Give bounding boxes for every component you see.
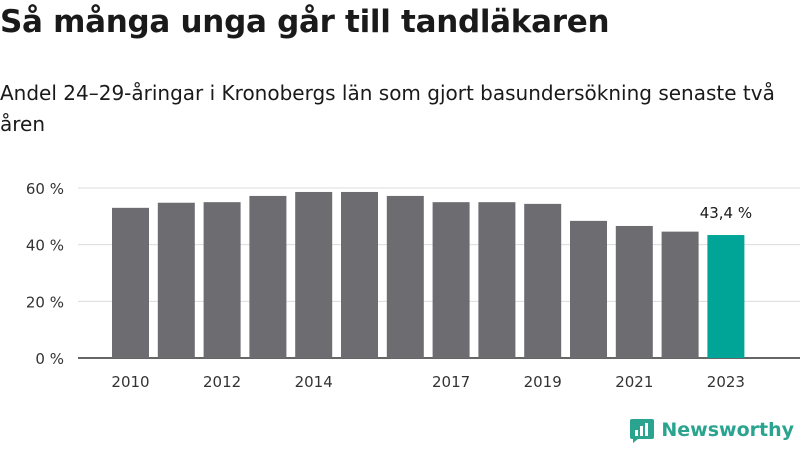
x-axis-ticks: 2010 2012 2014 2017 2019 2021 2023 [111,373,745,391]
bar-2014 [295,191,333,358]
bar-2012 [203,202,241,358]
brand-name: Newsworthy [661,419,794,441]
x-tick-label: 2017 [432,373,470,391]
bar-2016 [386,195,424,358]
x-tick-label: 2019 [524,373,562,391]
annotations: 43,4 % [700,204,752,222]
newsworthy-logo-icon [630,419,655,443]
y-axis-ticks: 0 % 20 % 40 % 60 % [26,180,64,368]
bar-2017 [432,202,470,358]
bar-2020 [570,220,607,358]
bar-2013 [249,195,287,358]
bar-2010 [112,207,149,358]
bar-2018 [478,202,516,358]
x-tick-label: 2010 [111,373,149,391]
x-tick-label: 2014 [295,373,333,391]
bar-value-label: 43,4 % [700,204,752,222]
y-tick-label: 0 % [35,350,64,368]
bar-2022 [661,231,699,358]
bar-2011 [157,202,195,358]
x-tick-label: 2012 [203,373,241,391]
bar-2019 [524,203,562,358]
brand-logo: Newsworthy [629,416,794,444]
bars [112,191,745,358]
y-tick-label: 20 % [26,293,64,311]
y-tick-label: 40 % [26,237,64,255]
bar-2015 [341,191,378,358]
bar-2023 [707,235,745,358]
chart-title: Så många unga går till tandläkaren [0,4,610,40]
chart-subtitle: Andel 24–29-åringar i Kronobergs län som… [0,81,775,136]
x-tick-label: 2021 [615,373,653,391]
bar-2021 [615,225,653,358]
y-tick-label: 60 % [26,180,64,198]
x-tick-label: 2023 [707,373,745,391]
